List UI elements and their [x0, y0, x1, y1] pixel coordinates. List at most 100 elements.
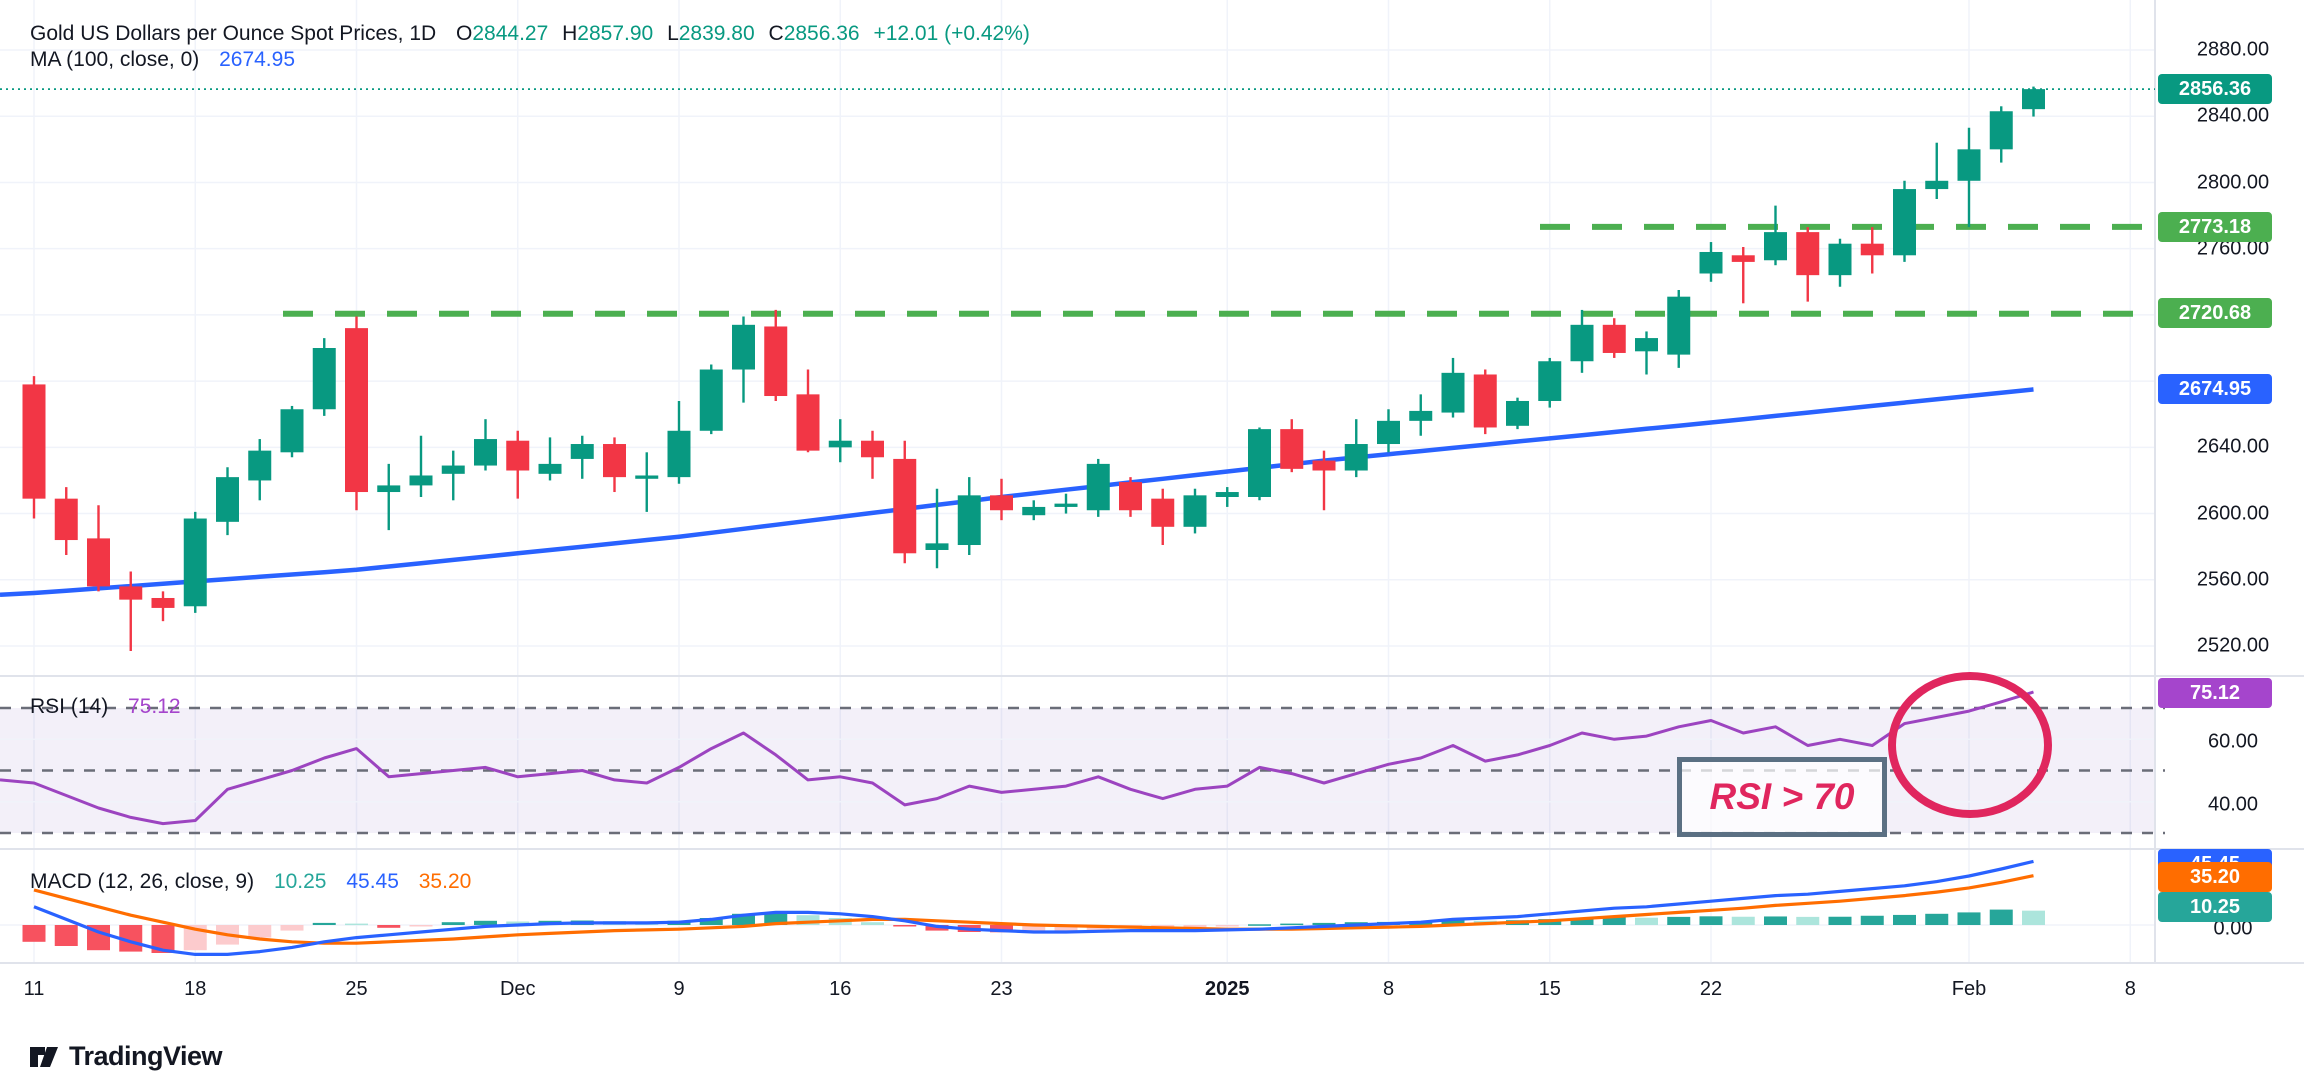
macd-histogram-bar[interactable]: [151, 925, 175, 953]
candle-body[interactable]: [1119, 482, 1142, 511]
candle-body[interactable]: [1054, 503, 1078, 507]
candle-body[interactable]: [699, 369, 723, 431]
candle-body[interactable]: [1731, 255, 1755, 262]
candle-body[interactable]: [1796, 232, 1820, 276]
candle-body[interactable]: [248, 450, 272, 481]
candle-body[interactable]: [1893, 189, 1916, 256]
candle-body[interactable]: [732, 324, 755, 370]
candle-body[interactable]: [1570, 324, 1594, 362]
macd-histogram-bar[interactable]: [1215, 925, 1239, 927]
candle-body[interactable]: [861, 440, 884, 458]
candle-body[interactable]: [1344, 444, 1368, 471]
candle-body[interactable]: [957, 495, 981, 546]
candle-body[interactable]: [54, 498, 78, 541]
candle-body[interactable]: [538, 463, 562, 474]
candle-body[interactable]: [377, 485, 401, 493]
candle-body[interactable]: [151, 597, 175, 608]
macd-histogram-bar[interactable]: [861, 922, 884, 925]
macd-histogram-bar[interactable]: [1441, 920, 1465, 925]
macd-histogram-bar[interactable]: [990, 925, 1013, 933]
ma100-line[interactable]: [0, 387, 2034, 597]
macd-histogram-bar[interactable]: [1248, 924, 1271, 926]
candle-body[interactable]: [1538, 361, 1562, 401]
macd-histogram-bar[interactable]: [377, 925, 401, 928]
macd-histogram-bar[interactable]: [1667, 916, 1691, 925]
macd-histogram-bar[interactable]: [409, 925, 433, 927]
candle-body[interactable]: [1441, 372, 1465, 413]
rsi-legend[interactable]: RSI (14) 75.12: [30, 695, 181, 719]
candle-body[interactable]: [1667, 296, 1691, 355]
macd-signal-line[interactable]: [33, 874, 2034, 945]
macd-histogram-bar[interactable]: [1796, 916, 1820, 925]
macd-histogram-bar[interactable]: [506, 921, 530, 926]
candle-body[interactable]: [990, 495, 1013, 511]
candle-body[interactable]: [667, 430, 691, 478]
candle-body[interactable]: [1828, 243, 1852, 276]
macd-histogram-bar[interactable]: [1925, 913, 1949, 925]
macd-histogram-bar[interactable]: [474, 920, 497, 925]
candle-body[interactable]: [22, 384, 46, 499]
candle-body[interactable]: [1506, 400, 1529, 426]
candle-body[interactable]: [1215, 492, 1239, 497]
candle-body[interactable]: [1635, 338, 1658, 352]
macd-histogram-bar[interactable]: [1635, 917, 1658, 925]
candle-body[interactable]: [893, 458, 917, 554]
macd-histogram-bar[interactable]: [54, 925, 78, 946]
macd-histogram-bar[interactable]: [345, 923, 368, 926]
candle-body[interactable]: [828, 440, 852, 448]
macd-histogram-bar[interactable]: [1602, 917, 1626, 925]
candle-body[interactable]: [1151, 498, 1175, 527]
macd-histogram-bar[interactable]: [1989, 909, 2013, 925]
macd-histogram-bar[interactable]: [1731, 916, 1755, 925]
macd-histogram-bar[interactable]: [1312, 922, 1336, 925]
candle-body[interactable]: [87, 538, 110, 587]
macd-legend[interactable]: MACD (12, 26, close, 9) 10.25 45.45 35.2…: [30, 870, 471, 894]
macd-histogram-bar[interactable]: [764, 913, 788, 925]
candle-body[interactable]: [1312, 460, 1336, 471]
candle-body[interactable]: [796, 394, 820, 451]
candle-body[interactable]: [119, 586, 143, 600]
candle-body[interactable]: [474, 439, 497, 466]
candle-body[interactable]: [1764, 232, 1787, 261]
macd-histogram-bar[interactable]: [796, 915, 820, 925]
macd-histogram-bar[interactable]: [280, 925, 304, 931]
macd-histogram-bar[interactable]: [1022, 925, 1046, 932]
macd-histogram-bar[interactable]: [1860, 915, 1884, 925]
candle-body[interactable]: [441, 465, 465, 474]
macd-histogram-bar[interactable]: [1893, 914, 1916, 925]
candle-body[interactable]: [1280, 429, 1304, 469]
candle-body[interactable]: [216, 477, 239, 522]
rsi-annotation-box[interactable]: RSI > 70: [1677, 757, 1887, 837]
candle-body[interactable]: [1086, 463, 1110, 511]
macd-histogram-bar[interactable]: [699, 918, 723, 925]
macd-histogram-bar[interactable]: [1957, 912, 1981, 925]
candle-body[interactable]: [1377, 420, 1400, 445]
candle-body[interactable]: [312, 348, 336, 410]
candle-body[interactable]: [1602, 324, 1626, 353]
tradingview-logo[interactable]: TradingView: [28, 1040, 223, 1072]
macd-histogram-bar[interactable]: [893, 925, 917, 927]
candle-body[interactable]: [925, 543, 949, 550]
macd-histogram-bar[interactable]: [1828, 916, 1852, 925]
candle-body[interactable]: [1183, 495, 1207, 527]
candle-body[interactable]: [570, 444, 594, 459]
macd-histogram-bar[interactable]: [1054, 925, 1078, 932]
rsi-line[interactable]: [0, 690, 2034, 826]
candle-body[interactable]: [183, 518, 207, 607]
candle-body[interactable]: [603, 444, 626, 478]
candle-body[interactable]: [280, 409, 304, 453]
candle-body[interactable]: [1248, 429, 1271, 497]
candle-body[interactable]: [764, 326, 788, 397]
macd-histogram-bar[interactable]: [1183, 925, 1207, 928]
candle-body[interactable]: [1473, 374, 1497, 428]
macd-histogram-bar[interactable]: [441, 922, 465, 925]
macd-histogram-bar[interactable]: [1699, 916, 1723, 925]
candle-body[interactable]: [345, 328, 368, 493]
macd-histogram-bar[interactable]: [248, 925, 272, 938]
ma-legend[interactable]: MA (100, close, 0) 2674.95: [30, 48, 295, 72]
candle-body[interactable]: [409, 475, 433, 486]
macd-main-line[interactable]: [33, 859, 2034, 957]
candle-body[interactable]: [1022, 506, 1046, 516]
macd-histogram-bar[interactable]: [22, 925, 46, 942]
candle-body[interactable]: [1860, 243, 1884, 256]
